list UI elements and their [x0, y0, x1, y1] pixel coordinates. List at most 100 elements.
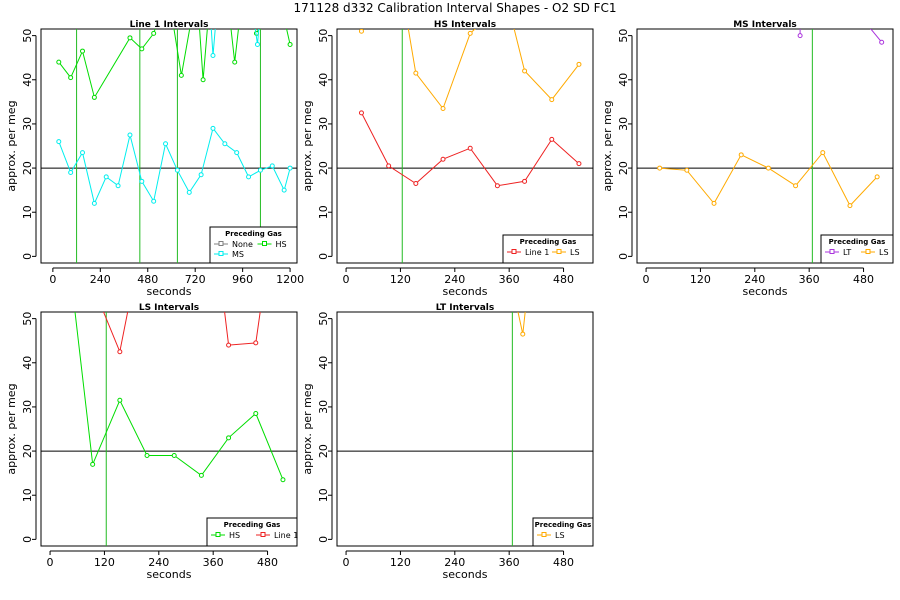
legend-title: Preceding Gas	[224, 521, 281, 529]
y-tick-label: 30	[317, 117, 330, 131]
data-point	[56, 59, 62, 65]
data-point	[163, 141, 169, 147]
data-point	[253, 340, 259, 346]
legend-entry-ls: LS	[552, 248, 580, 257]
legend-swatch-marker	[262, 241, 267, 246]
data-point	[222, 141, 228, 147]
x-tick-label: 480	[553, 273, 574, 286]
series-line	[58, 29, 156, 99]
data-point	[413, 181, 419, 187]
series-line	[254, 29, 260, 35]
data-point	[127, 35, 133, 41]
panel-ls-intervals: LS Intervals 0 120 240 360 480 seconds 0 10 20 30 4…	[5, 303, 298, 581]
y-tick-label: 40	[617, 73, 630, 87]
legend: Preceding Gas LS	[532, 517, 594, 547]
x-tick-label: 240	[444, 556, 465, 569]
panel-title: LT Intervals	[436, 303, 495, 313]
data-point	[253, 411, 259, 417]
y-axis-title: approx. per meg	[301, 383, 314, 474]
data-point	[246, 174, 252, 180]
legend-label: HS	[276, 240, 287, 249]
x-axis: 0 240 480 720 960 1200	[49, 267, 304, 286]
data-point	[171, 452, 177, 458]
data-point	[117, 397, 123, 403]
y-tick-label: 10	[617, 205, 630, 219]
data-point	[879, 39, 885, 45]
x-tick-label: 240	[90, 273, 111, 286]
x-tick-label: 1200	[276, 273, 304, 286]
x-tick-label: 360	[203, 556, 224, 569]
legend-swatch-marker	[829, 249, 835, 254]
y-tick-label: 30	[21, 117, 34, 131]
data-point	[198, 172, 204, 178]
series-line	[224, 312, 261, 346]
legend: Preceding Gas HS Line 1	[206, 517, 298, 547]
data-point	[232, 59, 238, 65]
x-tick-label: 360	[499, 556, 520, 569]
x-tick-label: 480	[553, 556, 574, 569]
plot-area	[41, 312, 297, 546]
data-point	[210, 52, 216, 58]
series-line	[659, 151, 878, 207]
figure-title: 171128 d332 Calibration Interval Shapes …	[293, 1, 616, 15]
data-point	[657, 165, 663, 171]
legend-title: Preceding Gas	[535, 521, 592, 529]
data-point	[115, 183, 121, 189]
series-line-1	[358, 110, 582, 189]
data-point	[847, 203, 853, 209]
y-tick-label: 50	[317, 29, 330, 43]
series-hs	[74, 312, 286, 483]
series-ms-spikes	[210, 29, 260, 58]
plot-frame	[40, 311, 298, 547]
data-point	[765, 165, 771, 171]
y-tick-label: 20	[21, 444, 34, 458]
series-line	[230, 29, 239, 63]
x-axis-title: seconds	[147, 285, 192, 298]
data-point	[287, 165, 293, 171]
panel-title: LS Intervals	[139, 303, 199, 313]
data-point	[576, 61, 582, 67]
legend-swatch-marker	[218, 251, 224, 256]
y-tick-label: 0	[21, 536, 34, 543]
data-point	[151, 30, 157, 36]
y-tick-label: 30	[317, 400, 330, 414]
panel-hs-intervals: HS Intervals 0 120 240 360 480 seconds 0 10 20 30 4…	[301, 20, 594, 298]
legend-swatch-marker	[260, 532, 266, 537]
legend-swatch-marker	[511, 249, 517, 254]
data-point	[68, 169, 74, 175]
x-tick-label: 240	[744, 273, 765, 286]
legend-box	[209, 226, 298, 264]
data-point	[200, 77, 206, 83]
data-point	[178, 72, 184, 78]
data-point	[467, 30, 473, 36]
x-tick-label: 720	[185, 273, 206, 286]
legend-entry-hs: HS	[257, 240, 287, 249]
y-tick-label: 50	[317, 312, 330, 326]
data-point	[797, 33, 803, 39]
data-point	[80, 48, 86, 54]
series-lt	[797, 29, 885, 45]
y-tick-label: 40	[21, 356, 34, 370]
y-axis-title: approx. per meg	[5, 100, 18, 191]
y-axis: 0 10 20 30 40 50	[21, 312, 37, 543]
data-point	[226, 342, 232, 348]
panel-title: HS Intervals	[434, 20, 496, 30]
y-tick-label: 0	[21, 253, 34, 260]
legend-entry-ls: LS	[537, 531, 565, 540]
data-point	[144, 452, 150, 458]
series-line	[286, 29, 291, 45]
legend-label: LS	[879, 248, 889, 257]
x-tick-label: 360	[499, 273, 520, 286]
y-tick-label: 10	[21, 205, 34, 219]
legend-entry-lt: LT	[825, 248, 851, 257]
legend: Preceding Gas LT LS	[820, 234, 894, 264]
legend-entry-line-1: Line 1	[507, 248, 549, 257]
x-tick-label: 120	[690, 273, 711, 286]
series-line	[210, 29, 216, 56]
y-tick-label: 40	[21, 73, 34, 87]
data-point	[358, 29, 364, 34]
x-tick-label: 120	[94, 556, 115, 569]
y-tick-label: 50	[21, 29, 34, 43]
data-point	[186, 189, 192, 195]
